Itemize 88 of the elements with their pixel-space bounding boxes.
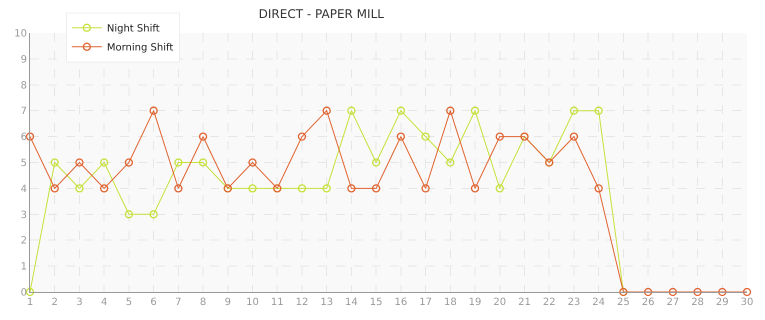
point: [693, 288, 702, 296]
point: [50, 158, 59, 167]
y-tick-label: 2: [20, 236, 27, 247]
point: [298, 184, 306, 193]
x-tick-label: 18: [444, 297, 457, 308]
x-tick-label: 11: [270, 297, 284, 308]
x-tick-label: 14: [345, 297, 358, 308]
point: [248, 158, 257, 167]
y-tick-label: 6: [20, 132, 27, 144]
point: [470, 184, 480, 193]
point: [100, 184, 108, 193]
x-tick-label: 9: [224, 297, 231, 308]
point: [347, 106, 356, 115]
y-tick-label: 3: [20, 210, 27, 221]
x-tick-label: 4: [100, 297, 108, 308]
x-tick-label: 10: [246, 297, 259, 308]
point: [322, 106, 331, 115]
y-tick-label: 5: [20, 158, 27, 169]
point: [198, 158, 208, 167]
y-tick-label: 7: [20, 106, 27, 118]
point: [396, 132, 406, 141]
point: [372, 158, 380, 167]
point: [75, 184, 84, 193]
chart-title: DIRECT - PAPER MILL: [258, 7, 384, 21]
point: [594, 106, 603, 115]
x-tick-label: 7: [175, 297, 182, 308]
point: [570, 132, 578, 141]
point: [322, 184, 331, 193]
point: [372, 184, 380, 193]
point: [298, 132, 306, 141]
point: [198, 132, 208, 141]
point: [470, 106, 480, 115]
point: [124, 210, 134, 218]
x-tick-label: 26: [642, 297, 654, 308]
point: [100, 158, 108, 167]
x-tick-label: 13: [320, 297, 334, 308]
x-tick-label: 2: [52, 297, 58, 308]
point: [742, 288, 752, 296]
point: [496, 184, 504, 193]
point: [124, 158, 134, 167]
y-tick-label: 4: [20, 184, 27, 195]
point: [149, 106, 158, 115]
x-tick-label: 17: [419, 297, 432, 308]
x-tick-label: 12: [296, 297, 308, 308]
x-tick-label: 3: [76, 297, 83, 308]
y-tick-label: 9: [20, 54, 27, 66]
point: [446, 106, 454, 115]
point: [718, 288, 726, 296]
x-tick-label: 30: [740, 297, 754, 308]
x-tick-label: 23: [568, 297, 580, 308]
point: [668, 288, 677, 296]
point: [570, 106, 578, 115]
y-tick-label: 10: [14, 28, 27, 40]
x-tick-label: 8: [200, 297, 206, 308]
x-tick-label: 19: [468, 297, 482, 308]
y-tick-label: 0: [20, 288, 27, 298]
point: [75, 158, 84, 167]
x-tick-label: 15: [370, 297, 383, 308]
point: [421, 132, 430, 141]
x-tick-label: 6: [150, 297, 157, 308]
y-tick-label: 1: [20, 262, 27, 273]
point: [248, 184, 257, 193]
legend-label: Morning Shift: [106, 42, 174, 54]
x-tick-label: 5: [126, 297, 132, 308]
point: [496, 132, 504, 141]
x-tick-label: 21: [518, 297, 531, 308]
point: [26, 132, 34, 141]
x-tick-label: 22: [542, 297, 556, 308]
point: [50, 184, 59, 193]
x-tick-label: 28: [691, 297, 704, 308]
point: [174, 158, 182, 167]
point: [644, 288, 652, 296]
point: [347, 184, 356, 193]
point: [421, 184, 430, 193]
point: [26, 288, 34, 296]
x-tick-label: 24: [592, 297, 606, 308]
x-tick-label: 16: [394, 297, 408, 308]
x-tick-label: 20: [493, 297, 506, 308]
point: [149, 210, 158, 218]
x-tick-label: 29: [716, 297, 729, 308]
point: [174, 184, 182, 193]
point: [594, 184, 603, 193]
point: [396, 106, 406, 115]
x-tick-label: 27: [666, 297, 680, 308]
y-tick-label: 8: [20, 80, 27, 92]
point: [446, 158, 454, 167]
legend-label: Night Shift: [106, 24, 160, 35]
x-tick-label: 25: [617, 297, 630, 308]
